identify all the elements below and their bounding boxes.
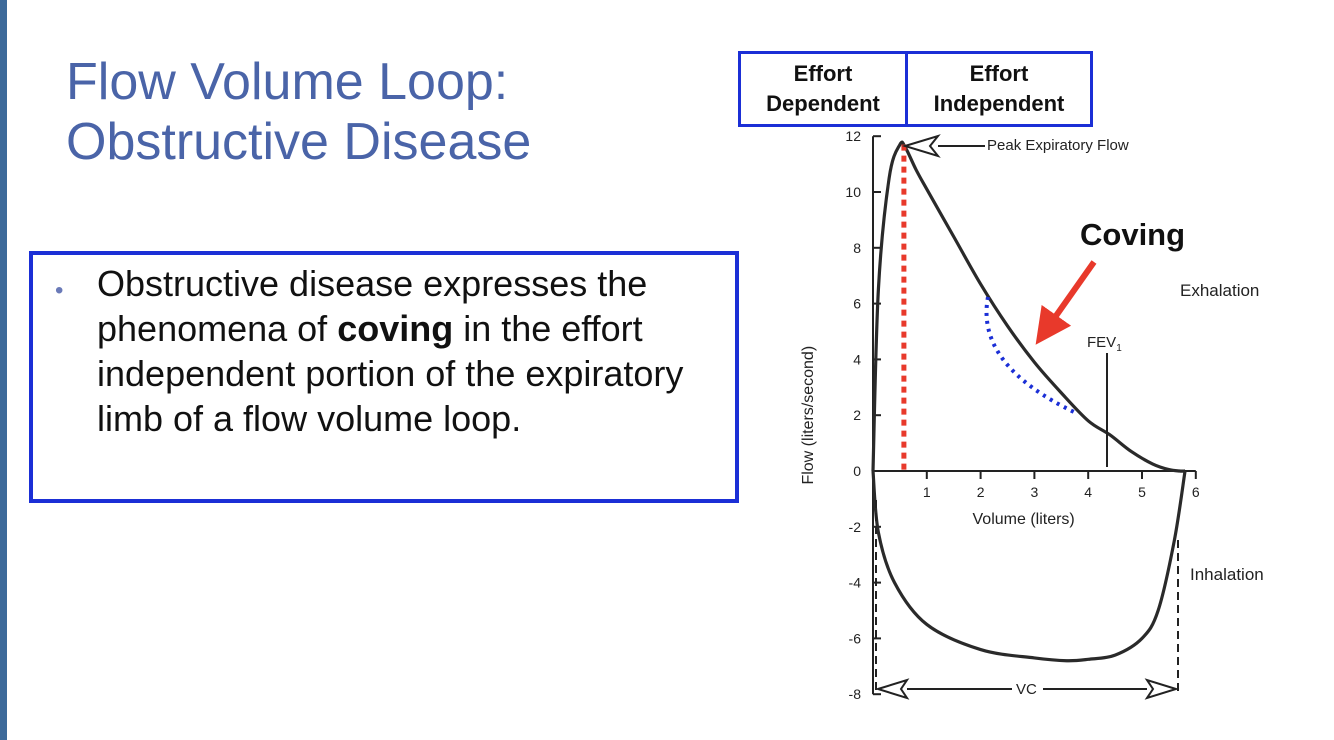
bullet-text-bold: coving bbox=[337, 308, 454, 349]
peak-flow-label: Peak Expiratory Flow bbox=[987, 137, 1129, 154]
y-tick-label: -4 bbox=[849, 575, 862, 591]
x-tick-label: 6 bbox=[1192, 484, 1200, 500]
fev1-label-main: FEV bbox=[1087, 334, 1116, 351]
bullet-text: Obstructive disease expresses the phenom… bbox=[97, 261, 727, 441]
y-axis-title: Flow (liters/second) bbox=[800, 346, 817, 485]
y-tick-label: 6 bbox=[853, 296, 861, 312]
y-tick-label: -6 bbox=[849, 630, 862, 646]
y-tick-label: -8 bbox=[849, 686, 862, 702]
title-line-1: Flow Volume Loop: bbox=[66, 53, 509, 111]
coving-dotted-curve bbox=[984, 296, 1077, 415]
x-axis-title: Volume (liters) bbox=[973, 511, 1075, 528]
fev1-label-sub: 1 bbox=[1116, 343, 1122, 354]
y-tick-label: 10 bbox=[845, 184, 861, 200]
x-tick-label: 3 bbox=[1031, 484, 1039, 500]
x-tick-label: 4 bbox=[1084, 484, 1092, 500]
exhalation-label: Exhalation bbox=[1180, 281, 1259, 300]
expiratory-curve bbox=[871, 140, 1186, 473]
y-tick-label: 2 bbox=[853, 407, 861, 423]
bullet-dot-icon: • bbox=[55, 277, 64, 304]
peak-flow-arrowhead bbox=[901, 134, 941, 158]
y-tick-label: 12 bbox=[845, 128, 861, 144]
coving-arrow bbox=[1035, 260, 1097, 345]
fev1-label: FEV1 bbox=[1087, 334, 1122, 354]
vc-right-arrowhead bbox=[1144, 678, 1180, 700]
effort-independent-box: Effort Independent bbox=[905, 51, 1093, 127]
y-tick-label: 0 bbox=[853, 463, 861, 479]
coving-label: Coving bbox=[1080, 217, 1185, 252]
effort-dependent-box: Effort Dependent bbox=[738, 51, 908, 127]
effort-independent-line1: Effort bbox=[969, 61, 1029, 86]
effort-dependent-line1: Effort bbox=[793, 61, 853, 86]
vc-label: VC bbox=[1016, 681, 1037, 698]
inspiratory-curve bbox=[871, 470, 1187, 663]
title-line-2: Obstructive Disease bbox=[66, 113, 532, 171]
x-tick-label: 1 bbox=[923, 484, 931, 500]
y-tick-label: -2 bbox=[849, 519, 862, 535]
inhalation-label: Inhalation bbox=[1190, 565, 1264, 584]
slide-edge-stripe bbox=[0, 0, 7, 740]
y-tick-label: 4 bbox=[853, 351, 861, 367]
effort-independent-line2: Independent bbox=[933, 91, 1065, 116]
bullet-text-start: Obstructive disease expresses the phenom… bbox=[97, 263, 648, 349]
x-tick-label: 2 bbox=[977, 484, 985, 500]
x-tick-label: 5 bbox=[1138, 484, 1146, 500]
slide-title: Flow Volume Loop: Obstructive Disease bbox=[66, 52, 531, 172]
bullet-box: • Obstructive disease expresses the phen… bbox=[29, 251, 739, 503]
bullet-text-end: in the effort independent portion of the… bbox=[97, 308, 684, 439]
effort-dependent-line2: Dependent bbox=[766, 91, 880, 116]
y-tick-label: 8 bbox=[853, 240, 861, 256]
vc-left-arrowhead bbox=[874, 678, 910, 700]
